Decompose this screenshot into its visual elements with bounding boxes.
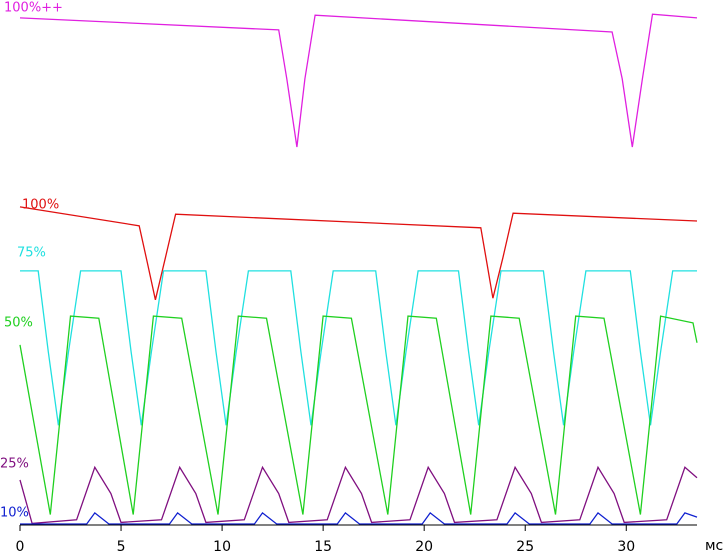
- series-line: [19, 206, 698, 300]
- x-tick-label: 20: [415, 539, 433, 553]
- series-line: [20, 511, 698, 525]
- x-tick-label: 5: [117, 539, 126, 553]
- x-tick-label: 25: [516, 539, 534, 553]
- x-tick-label: 30: [617, 539, 635, 553]
- series-label: 75%: [17, 246, 46, 261]
- series-label: 50%: [4, 316, 33, 331]
- series-line: [19, 465, 698, 525]
- series-line: [19, 315, 698, 515]
- series-label: 10%: [0, 506, 29, 521]
- series-label: 100%: [22, 198, 59, 213]
- series-label: 25%: [0, 457, 29, 472]
- x-axis-label: мс: [705, 538, 723, 553]
- series-line: [20, 270, 697, 426]
- series-label: 100%++: [4, 1, 63, 16]
- x-tick-label: 10: [213, 539, 231, 553]
- x-tick-label: 0: [16, 539, 25, 553]
- x-tick-label: 15: [314, 539, 332, 553]
- series-line: [19, 13, 698, 148]
